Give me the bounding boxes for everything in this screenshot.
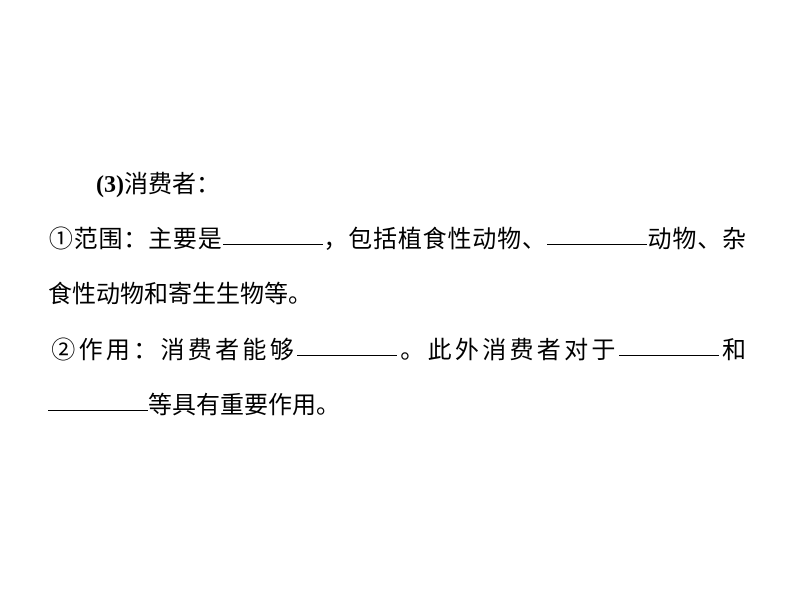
item1-mid2: 动物、 [647,227,722,253]
blank-3 [297,327,397,356]
item-2: ②作用：消费者能够 。此外消费者对于 和等具有重要作用。 [48,324,746,434]
item2-mid2: 和 [719,338,746,364]
section-title: 消费者： [124,172,220,198]
item2-label: ②作用：消费者能够 [48,338,297,364]
item1-label: ①范围：主要是 [48,227,223,253]
blank-4 [619,327,719,356]
section-number: (3) [96,172,124,198]
blank-5 [48,382,148,411]
blank-2 [547,216,647,245]
document-content: (3)消费者： ①范围：主要是，包括植食性动物、动物、杂食性动物和寄生生物等。 … [48,158,746,434]
blank-1 [223,216,323,245]
item2-end: 等具有重要作用。 [148,393,340,419]
item-1: ①范围：主要是，包括植食性动物、动物、杂食性动物和寄生生物等。 [48,213,746,323]
item2-mid1: 。此外消费者对于 [397,338,619,364]
section-heading: (3)消费者： [48,158,746,213]
item1-mid1: ，包括植食性动物、 [323,227,547,253]
